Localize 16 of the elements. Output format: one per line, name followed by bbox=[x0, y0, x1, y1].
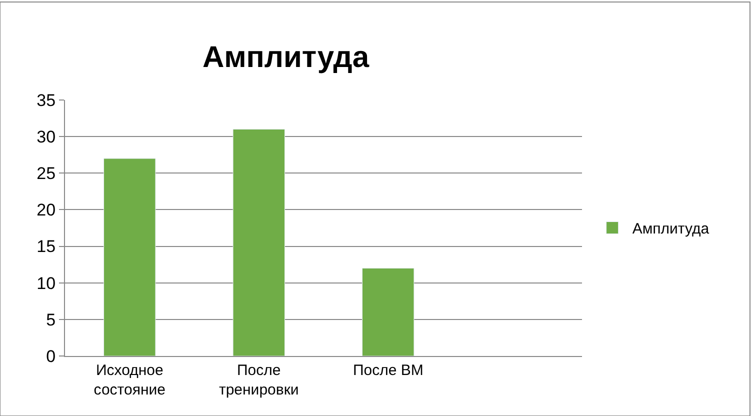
x-tick-label: После ВМ bbox=[352, 362, 424, 379]
chart-title: Амплитуда bbox=[202, 40, 370, 74]
bar bbox=[104, 158, 156, 356]
y-tick-label: 20 bbox=[36, 200, 56, 220]
legend-label: Амплитуда bbox=[632, 220, 710, 238]
x-tick-label: После тренировки bbox=[218, 362, 299, 398]
y-tick-label: 5 bbox=[46, 310, 56, 330]
y-tick-label: 10 bbox=[36, 274, 56, 293]
y-tick-label: 35 bbox=[36, 90, 56, 110]
y-tick-label: 15 bbox=[36, 237, 56, 256]
bar bbox=[232, 129, 285, 356]
bar bbox=[362, 268, 414, 356]
y-tick-label: 25 bbox=[36, 164, 56, 184]
y-tick-label: 30 bbox=[36, 128, 56, 147]
y-tick-label: 0 bbox=[46, 346, 56, 366]
x-tick-label: Исходное состояние bbox=[94, 362, 166, 398]
